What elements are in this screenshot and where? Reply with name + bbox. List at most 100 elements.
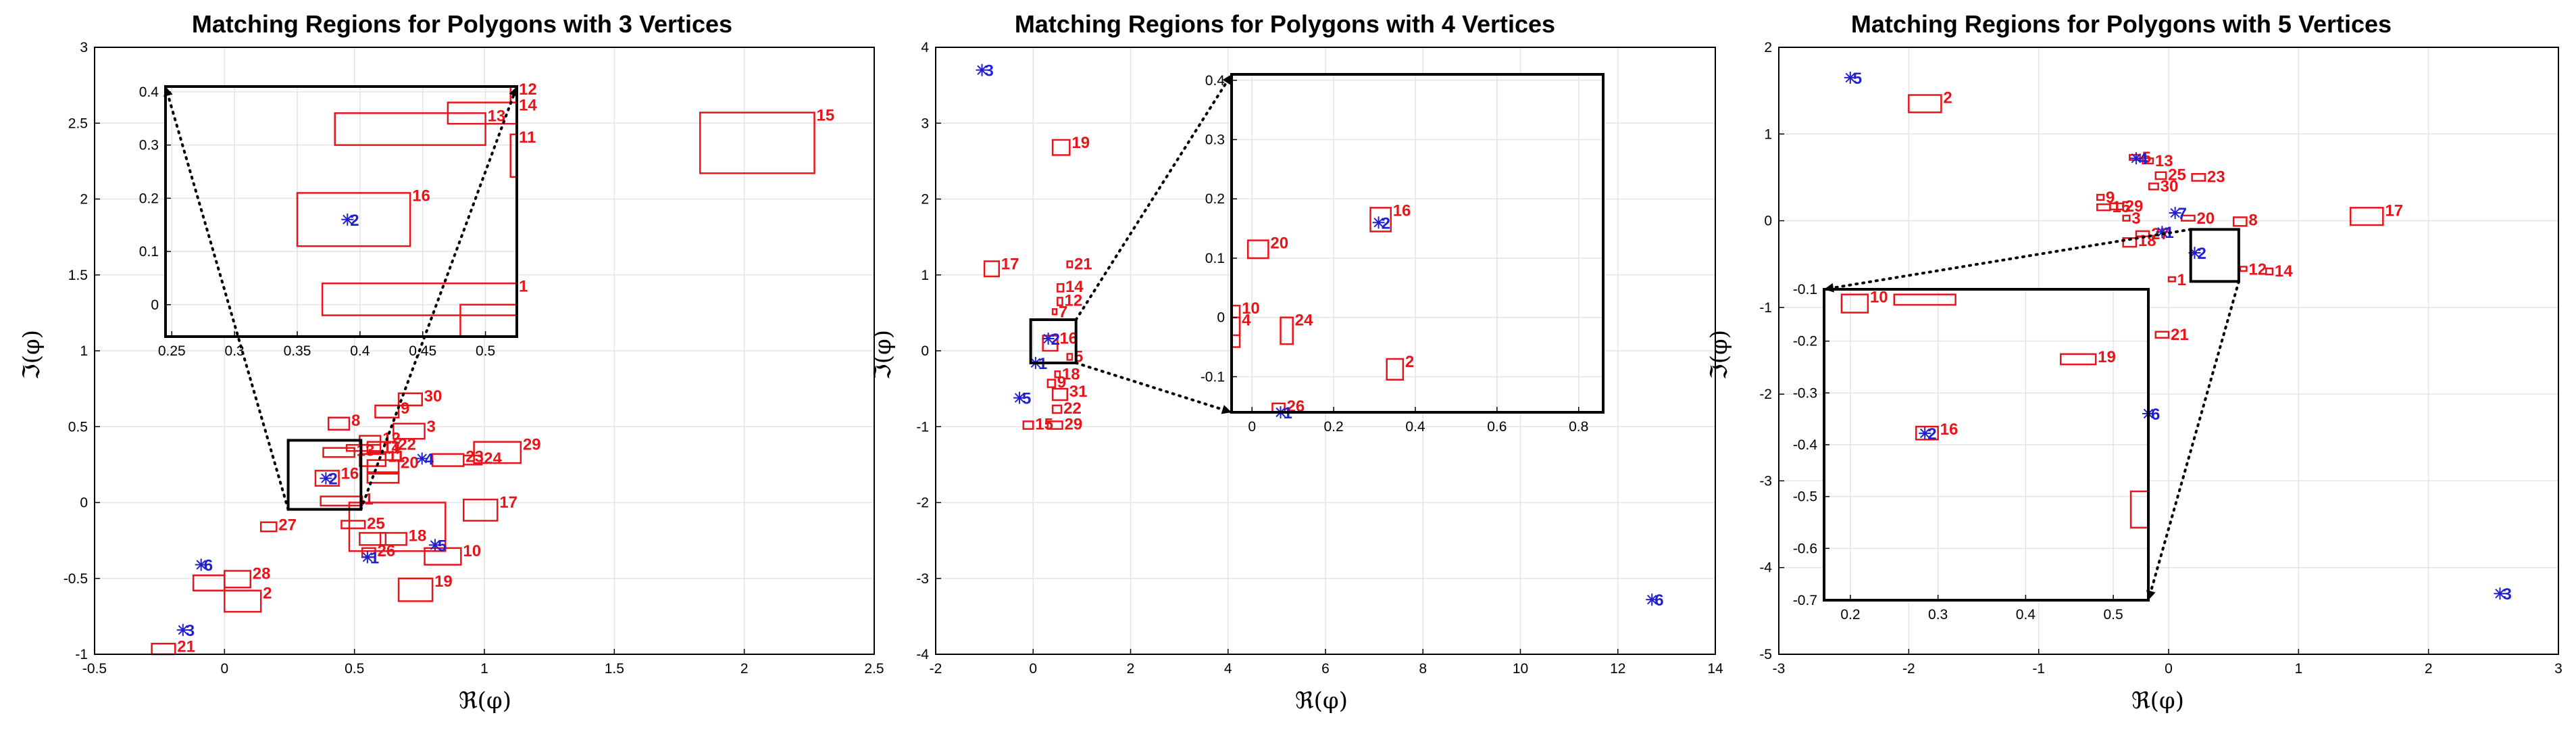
- chart-1-region-18: [379, 532, 407, 546]
- chart-1-ytick-label: -1: [75, 647, 88, 662]
- chart-1-region-9: [374, 404, 400, 419]
- chart-3-region-23: [2191, 173, 2206, 182]
- chart-2-inset-region-16: [1369, 207, 1392, 233]
- chart-3-inset-xtick-label: 0.4: [2016, 607, 2036, 623]
- chart-1-root-3-star-d2: [178, 625, 188, 635]
- chart-2-region-14-label: 14: [1065, 278, 1084, 296]
- chart-2-region-12: [1057, 297, 1063, 306]
- chart-1-inset-root-2-star-d2: [343, 214, 353, 225]
- chart-3-zoom-connector: [1823, 228, 2192, 291]
- chart-1-region-30: [397, 392, 423, 407]
- chart-2-root-5-marker: [1013, 391, 1026, 404]
- chart-1-region-unlabeled: [192, 575, 226, 591]
- chart-3-inset-xtick-label: 0.3: [1928, 607, 1948, 623]
- chart-3-root-7-marker: [2169, 207, 2181, 220]
- chart-3-root-3-star-d2: [2495, 588, 2505, 599]
- chart-3-root-5-label: 5: [1853, 70, 1862, 88]
- chart-1-region-1-label: 1: [364, 491, 373, 509]
- chart-1-inset-background: [166, 87, 517, 337]
- chart-3-ytick-label: -5: [1759, 647, 1772, 662]
- chart-2-region-22: [1051, 404, 1063, 414]
- chart-2-zoom-connector: [1074, 361, 1233, 414]
- chart-3-region-1: [2167, 276, 2176, 283]
- chart-3-region-20: [2180, 214, 2196, 222]
- chart-3-inset-root-2-star-d2: [1919, 428, 1930, 439]
- chart-1-xtick-label: 1.5: [605, 661, 624, 677]
- chart-1-root-6-marker: [195, 558, 207, 571]
- chart-1-root-5-label: 5: [438, 537, 447, 555]
- chart-1-region-unlabeled: [348, 502, 447, 552]
- chart-2-xtick-label: 14: [1707, 661, 1723, 677]
- chart-1-ytick-label: 2.5: [68, 116, 88, 131]
- chart-2-ytick-label: 2: [921, 192, 929, 208]
- panel-3: Matching Regions for Polygons with 5 Ver…: [1706, 10, 2562, 714]
- chart-1-ytick-label: 0.5: [68, 419, 88, 435]
- chart-3-region-25: [2154, 171, 2167, 180]
- chart-2-root-2-label: 2: [1051, 331, 1060, 349]
- chart-3-xtick-label: -2: [1902, 661, 1915, 677]
- chart-2-inset-root-2-label: 2: [1382, 214, 1390, 233]
- chart-3-region-17-label: 17: [2385, 201, 2403, 220]
- panel-3-title: Matching Regions for Polygons with 5 Ver…: [1851, 10, 2392, 38]
- chart-2-zoom-arrowhead: [1221, 405, 1232, 414]
- chart-1-region-27-label: 27: [278, 516, 297, 535]
- chart-2-inset-background: [1232, 74, 1603, 412]
- chart-2-region-5: [1066, 353, 1074, 361]
- chart-1-inset-frame: [164, 85, 518, 338]
- chart-2-xtick-label: 2: [1127, 661, 1135, 677]
- chart-3-xtick-label: -1: [2032, 661, 2045, 677]
- chart-1-region-29: [473, 441, 522, 464]
- chart-1-ytick-label: 1: [80, 343, 88, 359]
- panel-1: Matching Regions for Polygons with 3 Ver…: [18, 10, 884, 714]
- chart-1-root-1-marker: [361, 551, 374, 564]
- chart-1-inset-ytick-label: 0.4: [139, 84, 159, 100]
- chart-3-region-13: [2142, 157, 2154, 165]
- chart-2-region-12-label: 12: [1065, 291, 1083, 310]
- chart-3-root-4-marker: [2129, 152, 2142, 165]
- chart-2-inset-region-4-label: 4: [1242, 312, 1251, 330]
- chart-3-inset-ytick-label: -0.3: [1793, 385, 1817, 401]
- chart-3-region-30: [2148, 182, 2159, 191]
- chart-1-root-1-label: 1: [370, 549, 379, 567]
- chart-3-xtick-label: 2: [2425, 661, 2433, 677]
- chart-2-inset-ytick-label: 0.2: [1205, 191, 1225, 207]
- chart-1-region-27: [259, 521, 278, 533]
- chart-3-root-4-label: 4: [2139, 150, 2148, 168]
- chart-3-region-30-label: 30: [2161, 177, 2179, 195]
- chart-1-region-9-label: 9: [401, 399, 409, 418]
- chart-1-inset-ytick-label: 0.3: [139, 138, 159, 153]
- chart-1-region-17-label: 17: [499, 493, 517, 512]
- chart-3-region-17: [2350, 207, 2384, 226]
- chart-1-zoom-connector: [164, 85, 290, 511]
- chart-1-region-19-label: 19: [434, 572, 453, 591]
- chart-2-root-3-star-d2: [977, 65, 987, 75]
- chart-1-region-8-label: 8: [351, 412, 360, 430]
- chart-3-ytick-label: -2: [1759, 387, 1772, 402]
- chart-2-region-29: [1046, 420, 1063, 430]
- chart-2-region-17: [983, 260, 1001, 278]
- chart-1-region-3-label: 3: [427, 418, 436, 436]
- chart-3-inset-region-19-label: 19: [2098, 348, 2116, 366]
- chart-3-region-15: [2096, 203, 2111, 212]
- chart-1-region-unlabeled: [366, 472, 400, 484]
- chart-1-region-19: [397, 577, 434, 602]
- chart-2-inset-region-24-label: 24: [1295, 312, 1313, 330]
- chart-1-root-4-marker: [415, 452, 428, 465]
- chart-1-region-21-label: 21: [177, 637, 195, 656]
- chart-1-root-3-marker: [176, 624, 189, 637]
- chart-3-region-14-label: 14: [2275, 262, 2293, 280]
- chart-1-ytick-label: -0.5: [64, 571, 88, 587]
- chart-1-region-15-label: 15: [817, 107, 835, 125]
- chart-1-root-4-star-d2: [417, 454, 427, 464]
- chart-2-ytick-label: -4: [916, 647, 929, 662]
- chart-1-xtick-label: 0: [220, 661, 228, 677]
- chart-3-region-3-label: 3: [2131, 210, 2140, 228]
- chart-2-region-22-label: 22: [1063, 399, 1082, 418]
- chart-2-xtick-label: 6: [1321, 661, 1330, 677]
- chart-1-region-29-label: 29: [523, 436, 541, 454]
- chart-1-region-25-label: 25: [367, 514, 385, 533]
- chart-3-inset-ytick-label: -0.5: [1793, 489, 1817, 505]
- chart-3-region-8-label: 8: [2248, 211, 2257, 229]
- chart-1-root-4-label: 4: [425, 450, 434, 468]
- chart-3-inset-xtick-label: 0.5: [2104, 607, 2123, 623]
